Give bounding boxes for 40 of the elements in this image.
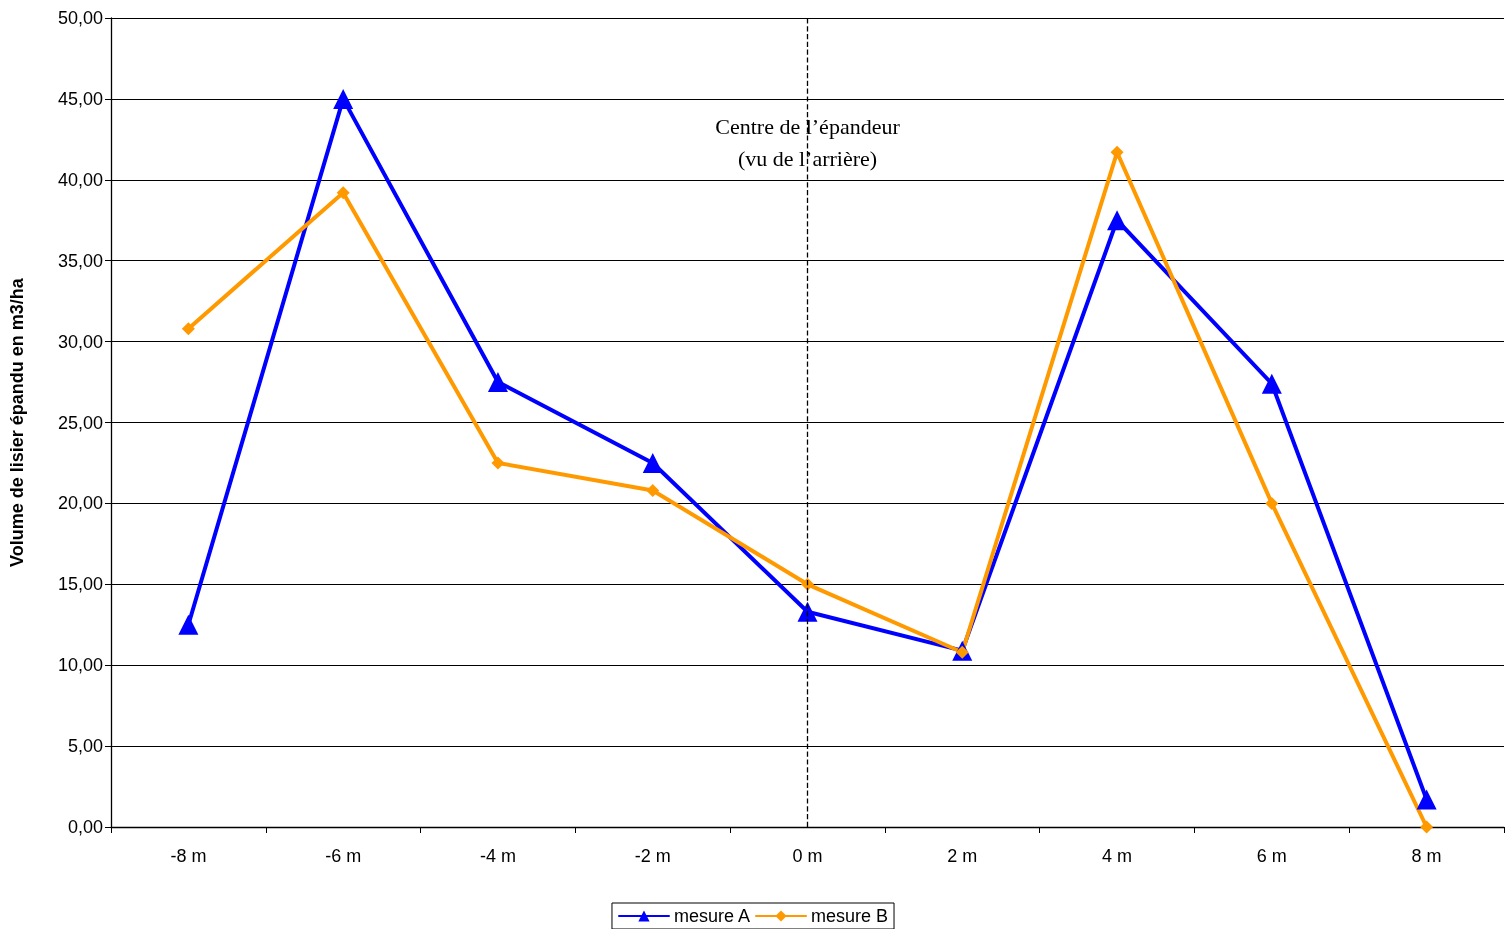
x-tick-label: 8 m	[1411, 846, 1442, 866]
y-tick-label: 15,00	[57, 574, 103, 595]
y-tick-label: 5,00	[67, 736, 103, 757]
y-tick-label: 50,00	[57, 8, 103, 28]
y-axis-title: Volume de lisier épandu en m3/ha	[7, 277, 27, 567]
y-tick-label: 25,00	[57, 412, 103, 433]
y-tick-label: 45,00	[57, 88, 103, 109]
x-tick-label: 0 m	[792, 846, 823, 866]
x-tick-label: 6 m	[1256, 846, 1287, 866]
point	[1265, 496, 1279, 510]
x-tick-label: 2 m	[947, 846, 978, 866]
y-tick-label: 10,00	[57, 655, 103, 676]
legend-label: mesure B	[811, 906, 889, 926]
point	[1416, 789, 1437, 810]
point	[1107, 210, 1128, 231]
ref-line-label: Centre de l’épandeur (vu de l’arrière)	[715, 113, 901, 171]
point	[642, 452, 663, 473]
point	[1110, 145, 1124, 159]
point	[1261, 373, 1282, 394]
point	[336, 186, 350, 200]
x-tick-label: 4 m	[1102, 846, 1133, 866]
point	[487, 372, 508, 393]
point	[333, 88, 354, 109]
point	[491, 456, 505, 470]
x-tick-label: -6 m	[325, 846, 362, 866]
y-tick-label: 30,00	[57, 331, 103, 352]
x-tick-label: -8 m	[170, 846, 207, 866]
x-tick-label: -4 m	[479, 846, 516, 866]
y-tick-label: 35,00	[57, 250, 103, 271]
point	[1420, 820, 1434, 834]
y-tick-label: 0,00	[67, 817, 103, 837]
point	[801, 577, 814, 591]
x-tick-label: -2 m	[634, 846, 671, 866]
legend-label: mesure A	[673, 906, 751, 926]
y-tick-label: 20,00	[57, 493, 103, 514]
point	[646, 483, 660, 497]
point	[797, 601, 818, 622]
point	[181, 322, 195, 336]
y-tick-label: 40,00	[57, 169, 103, 190]
point	[178, 614, 199, 635]
